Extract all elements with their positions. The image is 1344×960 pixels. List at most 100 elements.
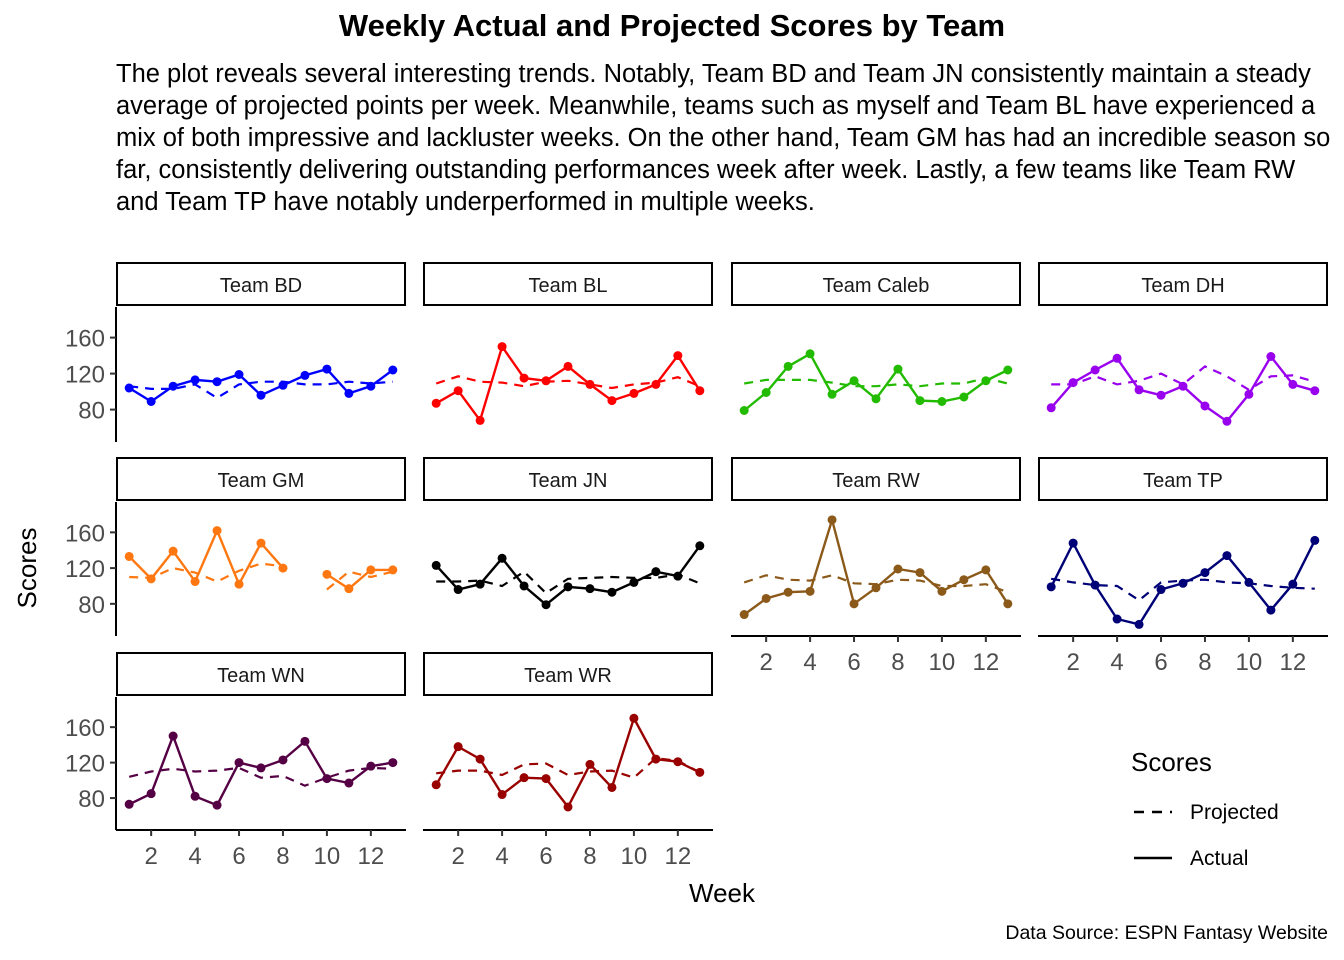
- actual-point: [739, 406, 749, 415]
- actual-point: [146, 397, 156, 406]
- chart-subtitle: The plot reveals several interesting tre…: [116, 60, 1331, 216]
- x-tick-label: 6: [847, 649, 860, 676]
- actual-point: [475, 754, 485, 764]
- facet-strip-label: Team GM: [218, 470, 305, 492]
- legend-label: Projected: [1190, 801, 1279, 824]
- actual-point: [783, 587, 793, 597]
- y-tick-label: 120: [65, 362, 105, 389]
- x-tick-label: 8: [891, 649, 904, 676]
- actual-point: [1003, 599, 1013, 609]
- actual-point: [322, 774, 332, 784]
- actual-point: [1244, 389, 1254, 399]
- actual-point: [563, 802, 573, 812]
- y-tick-label: 160: [65, 520, 105, 547]
- actual-point: [1156, 390, 1166, 400]
- x-tick-label: 12: [1279, 649, 1306, 676]
- actual-point: [959, 575, 969, 585]
- actual-point: [761, 388, 771, 397]
- legend: Scores Projected Actual: [1131, 747, 1279, 870]
- actual-point: [1200, 401, 1210, 411]
- facet-panel: Team BL: [423, 262, 713, 425]
- actual-point: [388, 565, 398, 575]
- actual-point: [1288, 579, 1298, 589]
- facet-panel: Team JN: [423, 457, 713, 610]
- chart-title: Weekly Actual and Projected Scores by Te…: [338, 8, 1006, 43]
- y-tick-label: 80: [78, 592, 105, 619]
- facet-panel: Team WN 80 120 160 2 4 6 8 10 12: [65, 652, 406, 870]
- x-tick-label: 10: [1236, 649, 1263, 676]
- actual-point: [190, 375, 200, 385]
- actual-point: [739, 610, 749, 620]
- actual-point: [1266, 352, 1276, 361]
- actual-point: [366, 761, 376, 771]
- actual-point: [673, 351, 683, 361]
- x-tick-label: 4: [803, 649, 816, 676]
- x-tick-label: 4: [495, 843, 508, 870]
- actual-point: [190, 791, 200, 801]
- facet-strip-label: Team DH: [1141, 275, 1224, 297]
- projected-line: [128, 766, 393, 787]
- actual-point: [168, 381, 178, 391]
- actual-point: [475, 415, 485, 425]
- facet-strip-label: Team BD: [220, 275, 302, 297]
- actual-point: [1112, 353, 1122, 363]
- actual-point: [651, 754, 661, 764]
- actual-line: [128, 527, 393, 591]
- facet-strip-label: Team TP: [1143, 470, 1223, 492]
- x-tick-label: 10: [621, 843, 648, 870]
- facet-strip: [116, 652, 406, 696]
- y-tick-label: 80: [78, 398, 105, 425]
- actual-point: [673, 571, 683, 581]
- x-tick-label: 2: [759, 649, 772, 676]
- facet-panel: Team Caleb: [731, 262, 1021, 415]
- actual-point: [497, 790, 507, 800]
- actual-point: [212, 377, 222, 387]
- facet-strip-label: Team BL: [529, 275, 608, 297]
- facet-strip: [423, 457, 713, 501]
- actual-point: [541, 600, 551, 610]
- actual-point: [168, 546, 178, 556]
- facet-strip-label: Team WN: [217, 665, 305, 687]
- actual-point: [783, 361, 793, 371]
- actual-point: [344, 584, 354, 594]
- projected-line: [129, 562, 394, 591]
- actual-point: [1134, 619, 1144, 629]
- actual-point: [695, 386, 705, 396]
- actual-point: [278, 563, 288, 573]
- projected-line: [1051, 577, 1315, 602]
- facet-strip: [731, 457, 1021, 501]
- actual-point: [388, 365, 398, 375]
- actual-point: [893, 364, 903, 374]
- actual-point: [541, 774, 551, 784]
- x-axis-title: Week: [689, 878, 756, 908]
- actual-point: [959, 392, 969, 402]
- actual-point: [278, 755, 288, 765]
- actual-point: [234, 758, 244, 768]
- actual-point: [344, 388, 354, 398]
- actual-point: [497, 553, 507, 563]
- x-tick-label: 8: [276, 843, 289, 870]
- actual-point: [915, 396, 925, 406]
- facet-panel: Team RW 2 4 6 8 10 12: [731, 457, 1021, 676]
- facet-strip-label: Team JN: [529, 470, 608, 492]
- actual-point: [388, 758, 398, 768]
- actual-point: [607, 396, 617, 406]
- actual-point: [541, 376, 551, 386]
- facet-panel: Team GM 80 120 160: [65, 457, 406, 636]
- actual-point: [1310, 535, 1320, 545]
- legend-label: Actual: [1190, 847, 1248, 870]
- facet-strip-label: Team Caleb: [823, 275, 930, 297]
- facet-strip: [1038, 262, 1328, 306]
- actual-point: [607, 587, 617, 597]
- actual-point: [981, 565, 991, 575]
- actual-point: [190, 577, 200, 587]
- actual-point: [124, 551, 134, 561]
- actual-point: [146, 574, 156, 584]
- actual-point: [453, 585, 463, 595]
- actual-point: [1288, 379, 1298, 389]
- actual-point: [1068, 538, 1078, 548]
- x-tick-label: 12: [972, 649, 999, 676]
- y-axis-title: Scores: [12, 528, 42, 609]
- y-tick-label: 120: [65, 751, 105, 778]
